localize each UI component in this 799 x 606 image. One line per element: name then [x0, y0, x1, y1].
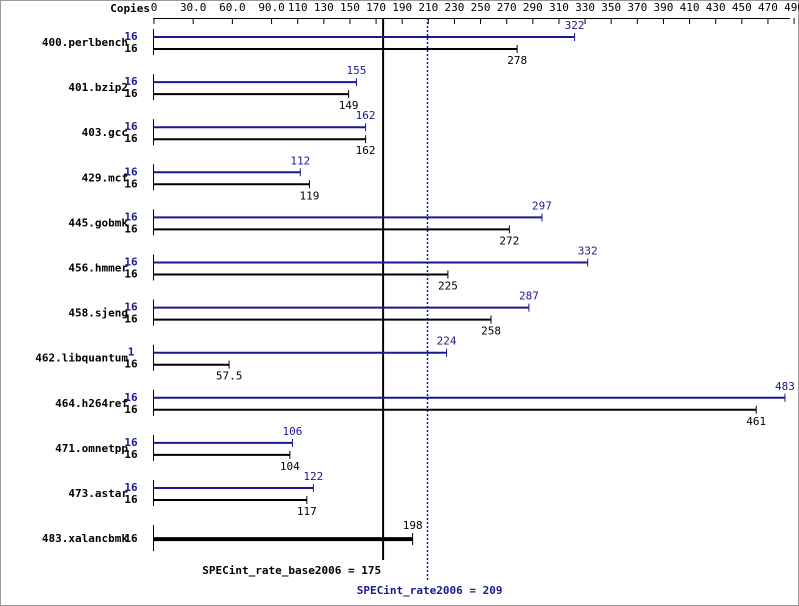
- copies-label: 16: [124, 87, 138, 100]
- x-tick-label: 350: [601, 1, 621, 14]
- value-label: 322: [565, 19, 585, 32]
- value-label: 461: [746, 415, 766, 428]
- copies-label: 16: [124, 42, 138, 55]
- value-label: 119: [300, 189, 320, 202]
- value-label: 122: [303, 470, 323, 483]
- value-label: 155: [347, 64, 367, 77]
- value-label: 198: [403, 519, 423, 532]
- value-label: 332: [578, 245, 598, 258]
- benchmark-name: 401.bzip2: [68, 81, 128, 94]
- benchmark-name: 429.mcf: [82, 171, 128, 184]
- reference-label: SPECint_rate2006 = 209: [357, 584, 503, 597]
- value-label: 258: [481, 325, 501, 338]
- x-tick-label: 230: [445, 1, 465, 14]
- value-label: 224: [437, 335, 457, 348]
- copies-label: 16: [124, 256, 138, 269]
- value-label: 112: [290, 154, 310, 167]
- value-label: 162: [356, 144, 376, 157]
- copies-label: 16: [124, 120, 138, 133]
- x-tick-label: 210: [418, 1, 438, 14]
- copies-label: 16: [124, 30, 138, 43]
- value-label: 149: [339, 99, 359, 112]
- value-label: 117: [297, 505, 317, 518]
- x-tick-label: 30.0: [180, 1, 207, 14]
- benchmark-name: 445.gobmk: [68, 216, 128, 229]
- x-tick-label: 490: [784, 1, 799, 14]
- copies-label: 16: [124, 481, 138, 494]
- benchmark-name: 458.sjeng: [68, 307, 128, 320]
- copies-label: 16: [124, 313, 138, 326]
- x-tick-label: 450: [732, 1, 752, 14]
- benchmark-name: 400.perlbench: [42, 36, 128, 49]
- axis-label: Copies: [110, 2, 150, 15]
- copies-label: 16: [124, 391, 138, 404]
- value-label: 104: [280, 460, 300, 473]
- reference-label: SPECint_rate_base2006 = 175: [202, 564, 381, 577]
- x-tick-label: 130: [314, 1, 334, 14]
- copies-label: 1: [128, 346, 135, 359]
- x-tick-label: 170: [366, 1, 386, 14]
- value-label: 297: [532, 199, 552, 212]
- x-tick-label: 330: [575, 1, 595, 14]
- value-label: 162: [356, 109, 376, 122]
- value-label: 106: [283, 425, 303, 438]
- copies-label: 16: [124, 75, 138, 88]
- copies-label: 16: [124, 403, 138, 416]
- benchmark-name: 471.omnetpp: [55, 442, 128, 455]
- copies-label: 16: [124, 165, 138, 178]
- benchmark-name: 403.gcc: [82, 126, 128, 139]
- x-tick-label: 410: [680, 1, 700, 14]
- copies-label: 16: [124, 358, 138, 371]
- copies-label: 16: [124, 436, 138, 449]
- x-tick-label: 150: [340, 1, 360, 14]
- benchmark-name: 483.xalancbmk: [42, 532, 128, 545]
- x-tick-label: 290: [523, 1, 543, 14]
- copies-label: 16: [124, 210, 138, 223]
- value-label: 57.5: [216, 370, 243, 383]
- x-tick-label: 190: [392, 1, 412, 14]
- copies-label: 16: [124, 493, 138, 506]
- copies-label: 16: [124, 222, 138, 235]
- copies-label: 16: [124, 301, 138, 314]
- x-tick-label: 270: [497, 1, 517, 14]
- copies-label: 16: [124, 448, 138, 461]
- value-label: 278: [507, 54, 527, 67]
- benchmark-name: 462.libquantum: [35, 352, 128, 365]
- value-label: 225: [438, 280, 458, 293]
- benchmark-name: 464.h264ref: [55, 397, 128, 410]
- x-tick-label: 370: [627, 1, 647, 14]
- x-tick-label: 60.0: [219, 1, 246, 14]
- x-tick-label: 470: [758, 1, 778, 14]
- benchmark-name: 456.hmmer: [68, 262, 128, 275]
- x-tick-label: 110: [288, 1, 308, 14]
- x-tick-label: 430: [706, 1, 726, 14]
- copies-label: 16: [124, 268, 138, 281]
- x-tick-label: 310: [549, 1, 569, 14]
- value-label: 287: [519, 290, 539, 303]
- x-tick-label: 250: [471, 1, 491, 14]
- value-label: 483: [775, 380, 795, 393]
- x-tick-label: 90.0: [258, 1, 285, 14]
- value-label: 272: [499, 234, 519, 247]
- benchmark-name: 473.astar: [68, 487, 128, 500]
- copies-label: 16: [124, 532, 138, 545]
- x-tick-label: 390: [654, 1, 674, 14]
- copies-label: 16: [124, 132, 138, 145]
- copies-label: 16: [124, 177, 138, 190]
- x-tick-label: 0: [151, 1, 158, 14]
